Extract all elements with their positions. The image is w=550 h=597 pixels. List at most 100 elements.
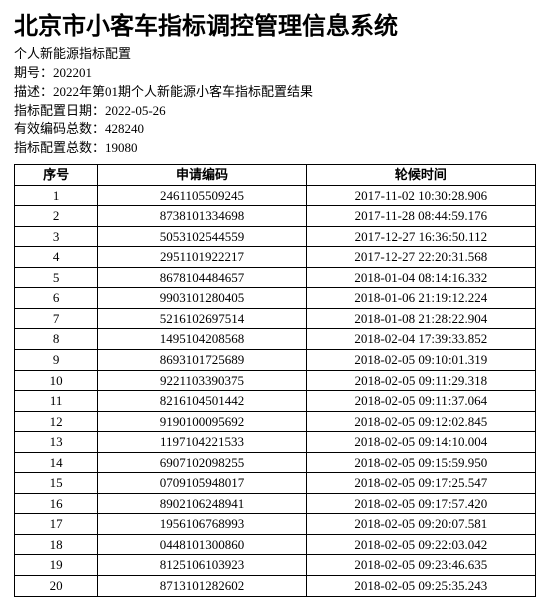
- period-value: 202201: [53, 65, 92, 80]
- cell-seq: 8: [15, 329, 98, 350]
- cell-code: 8693101725689: [98, 349, 306, 370]
- table-row: 1689021062489412018-02-05 09:17:57.420: [15, 493, 536, 514]
- table-row: 1182161045014422018-02-05 09:11:37.064: [15, 391, 536, 412]
- cell-time: 2017-12-27 22:20:31.568: [306, 247, 535, 268]
- table-row: 752161026975142018-01-08 21:28:22.904: [15, 308, 536, 329]
- table-row: 1981251061039232018-02-05 09:23:46.635: [15, 555, 536, 576]
- meta-valid: 有效编码总数：428240: [14, 120, 536, 139]
- meta-total: 指标配置总数：19080: [14, 139, 536, 158]
- cell-code: 1495104208568: [98, 329, 306, 350]
- table-row: 1291901000956922018-02-05 09:12:02.845: [15, 411, 536, 432]
- cell-seq: 19: [15, 555, 98, 576]
- period-label: 期号：: [14, 65, 53, 80]
- cell-time: 2018-02-05 09:12:02.845: [306, 411, 535, 432]
- table-row: 986931017256892018-02-05 09:10:01.319: [15, 349, 536, 370]
- cell-seq: 1: [15, 185, 98, 206]
- cell-time: 2017-11-02 10:30:28.906: [306, 185, 535, 206]
- cell-seq: 13: [15, 432, 98, 453]
- cell-time: 2018-02-05 09:15:59.950: [306, 452, 535, 473]
- cell-seq: 16: [15, 493, 98, 514]
- meta-date: 指标配置日期：2022-05-26: [14, 102, 536, 121]
- cell-time: 2018-02-05 09:25:35.243: [306, 576, 535, 597]
- cell-seq: 14: [15, 452, 98, 473]
- cell-code: 5053102544559: [98, 226, 306, 247]
- table-row: 2087131012826022018-02-05 09:25:35.243: [15, 576, 536, 597]
- cell-seq: 10: [15, 370, 98, 391]
- allocation-table: 序号 申请编码 轮候时间 124611055092452017-11-02 10…: [14, 164, 536, 596]
- meta-subtitle: 个人新能源指标配置: [14, 45, 536, 64]
- table-row: 1311971042215332018-02-05 09:14:10.004: [15, 432, 536, 453]
- table-row: 1469071020982552018-02-05 09:15:59.950: [15, 452, 536, 473]
- table-row: 1092211033903752018-02-05 09:11:29.318: [15, 370, 536, 391]
- total-value: 19080: [105, 140, 138, 155]
- cell-seq: 4: [15, 247, 98, 268]
- table-row: 124611055092452017-11-02 10:30:28.906: [15, 185, 536, 206]
- cell-seq: 9: [15, 349, 98, 370]
- page-title: 北京市小客车指标调控管理信息系统: [14, 6, 536, 41]
- cell-code: 6907102098255: [98, 452, 306, 473]
- table-row: 586781044846572018-01-04 08:14:16.332: [15, 267, 536, 288]
- cell-time: 2018-02-05 09:10:01.319: [306, 349, 535, 370]
- cell-seq: 18: [15, 534, 98, 555]
- table-row: 350531025445592017-12-27 16:36:50.112: [15, 226, 536, 247]
- total-label: 指标配置总数：: [14, 140, 105, 155]
- table-row: 699031012804052018-01-06 21:19:12.224: [15, 288, 536, 309]
- table-row: 814951042085682018-02-04 17:39:33.852: [15, 329, 536, 350]
- cell-code: 1197104221533: [98, 432, 306, 453]
- cell-time: 2018-02-05 09:11:29.318: [306, 370, 535, 391]
- cell-seq: 12: [15, 411, 98, 432]
- table-header-row: 序号 申请编码 轮候时间: [15, 165, 536, 186]
- cell-time: 2017-12-27 16:36:50.112: [306, 226, 535, 247]
- cell-seq: 17: [15, 514, 98, 535]
- cell-time: 2017-11-28 08:44:59.176: [306, 206, 535, 227]
- cell-time: 2018-02-05 09:11:37.064: [306, 391, 535, 412]
- cell-time: 2018-02-05 09:22:03.042: [306, 534, 535, 555]
- meta-period: 期号：202201: [14, 64, 536, 83]
- cell-time: 2018-02-05 09:20:07.581: [306, 514, 535, 535]
- cell-code: 8738101334698: [98, 206, 306, 227]
- cell-code: 8216104501442: [98, 391, 306, 412]
- cell-time: 2018-01-08 21:28:22.904: [306, 308, 535, 329]
- cell-time: 2018-02-04 17:39:33.852: [306, 329, 535, 350]
- date-value: 2022-05-26: [105, 103, 166, 118]
- cell-seq: 6: [15, 288, 98, 309]
- table-body: 124611055092452017-11-02 10:30:28.906287…: [15, 185, 536, 596]
- cell-seq: 15: [15, 473, 98, 494]
- cell-code: 9221103390375: [98, 370, 306, 391]
- cell-time: 2018-01-04 08:14:16.332: [306, 267, 535, 288]
- table-row: 1719561067689932018-02-05 09:20:07.581: [15, 514, 536, 535]
- cell-time: 2018-02-05 09:14:10.004: [306, 432, 535, 453]
- cell-time: 2018-01-06 21:19:12.224: [306, 288, 535, 309]
- valid-value: 428240: [105, 121, 144, 136]
- cell-time: 2018-02-05 09:17:25.547: [306, 473, 535, 494]
- cell-time: 2018-02-05 09:23:46.635: [306, 555, 535, 576]
- cell-code: 9903101280405: [98, 288, 306, 309]
- cell-code: 8902106248941: [98, 493, 306, 514]
- table-row: 287381013346982017-11-28 08:44:59.176: [15, 206, 536, 227]
- cell-code: 2951101922217: [98, 247, 306, 268]
- desc-value: 2022年第01期个人新能源小客车指标配置结果: [53, 84, 313, 99]
- valid-label: 有效编码总数：: [14, 121, 105, 136]
- cell-seq: 20: [15, 576, 98, 597]
- cell-code: 0448101300860: [98, 534, 306, 555]
- cell-time: 2018-02-05 09:17:57.420: [306, 493, 535, 514]
- cell-code: 2461105509245: [98, 185, 306, 206]
- table-row: 429511019222172017-12-27 22:20:31.568: [15, 247, 536, 268]
- cell-code: 8125106103923: [98, 555, 306, 576]
- cell-seq: 7: [15, 308, 98, 329]
- col-seq: 序号: [15, 165, 98, 186]
- table-row: 1507091059480172018-02-05 09:17:25.547: [15, 473, 536, 494]
- cell-code: 8678104484657: [98, 267, 306, 288]
- cell-seq: 5: [15, 267, 98, 288]
- cell-code: 0709105948017: [98, 473, 306, 494]
- table-row: 1804481013008602018-02-05 09:22:03.042: [15, 534, 536, 555]
- cell-code: 9190100095692: [98, 411, 306, 432]
- col-code: 申请编码: [98, 165, 306, 186]
- cell-seq: 3: [15, 226, 98, 247]
- cell-seq: 2: [15, 206, 98, 227]
- col-time: 轮候时间: [306, 165, 535, 186]
- cell-seq: 11: [15, 391, 98, 412]
- date-label: 指标配置日期：: [14, 103, 105, 118]
- cell-code: 8713101282602: [98, 576, 306, 597]
- desc-label: 描述：: [14, 84, 53, 99]
